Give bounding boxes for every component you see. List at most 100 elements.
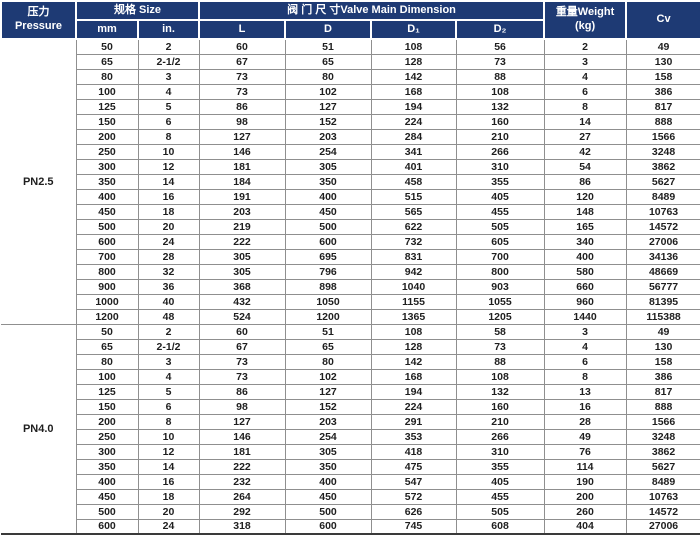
cell-Cv: 817	[626, 99, 700, 115]
cell-D: 203	[285, 129, 372, 145]
cell-D1: 565	[371, 204, 457, 220]
cell-D: 796	[285, 264, 372, 280]
table-row: 100 4 73 102 168 108 6 386	[1, 84, 700, 100]
cell-L: 184	[199, 174, 286, 190]
table-row: 500 20 292 500 626 505 260 14572	[1, 504, 700, 520]
cell-D1: 1040	[371, 279, 457, 295]
cell-L: 73	[199, 69, 286, 85]
cell-D2: 455	[456, 204, 545, 220]
cell-D2: 88	[456, 69, 545, 85]
cell-in: 4	[138, 369, 200, 385]
cell-L: 203	[199, 204, 286, 220]
cell-D: 600	[285, 234, 372, 250]
cell-mm: 500	[76, 504, 139, 520]
cell-D: 127	[285, 384, 372, 400]
cell-L: 222	[199, 234, 286, 250]
cell-in: 10	[138, 429, 200, 445]
cell-L: 86	[199, 99, 286, 115]
table-row: 600 24 222 600 732 605 340 27006	[1, 234, 700, 250]
cell-weight_kg: 1440	[544, 309, 627, 325]
cell-D1: 291	[371, 414, 457, 430]
cell-weight_kg: 3	[544, 54, 627, 70]
cell-weight_kg: 86	[544, 174, 627, 190]
cell-D1: 475	[371, 459, 457, 475]
cell-Cv: 386	[626, 369, 700, 385]
table-row: 300 12 181 305 418 310 76 3862	[1, 444, 700, 460]
cell-D: 400	[285, 474, 372, 490]
cell-Cv: 8489	[626, 189, 700, 205]
cell-D1: 168	[371, 369, 457, 385]
cell-Cv: 5627	[626, 174, 700, 190]
cell-in: 6	[138, 114, 200, 130]
cell-weight_kg: 13	[544, 384, 627, 400]
table-row: 350 14 184 350 458 355 86 5627	[1, 174, 700, 190]
header-col-D1: D₁	[370, 19, 458, 40]
cell-weight_kg: 28	[544, 414, 627, 430]
cell-D1: 547	[371, 474, 457, 490]
cell-mm: 150	[76, 399, 139, 415]
cell-L: 73	[199, 84, 286, 100]
cell-Cv: 817	[626, 384, 700, 400]
header-dimension-group: 阀 门 尺 寸Valve Main Dimension	[198, 0, 546, 21]
cell-L: 73	[199, 369, 286, 385]
cell-D2: 505	[456, 504, 545, 520]
cell-in: 40	[138, 294, 200, 310]
cell-L: 181	[199, 444, 286, 460]
cell-in: 24	[138, 519, 200, 534]
cell-D1: 168	[371, 84, 457, 100]
cell-D1: 458	[371, 174, 457, 190]
cell-weight_kg: 148	[544, 204, 627, 220]
cell-mm: 65	[76, 54, 139, 70]
table-row: 450 18 203 450 565 455 148 10763	[1, 204, 700, 220]
cell-D1: 622	[371, 219, 457, 235]
cell-D1: 108	[371, 39, 457, 55]
cell-in: 28	[138, 249, 200, 265]
cell-in: 8	[138, 414, 200, 430]
cell-in: 4	[138, 84, 200, 100]
header-pressure-zh: 压力	[27, 6, 50, 19]
cell-Cv: 56777	[626, 279, 700, 295]
cell-in: 10	[138, 144, 200, 160]
cell-mm: 100	[76, 84, 139, 100]
table-row: 400 16 232 400 547 405 190 8489	[1, 474, 700, 490]
cell-D: 305	[285, 444, 372, 460]
cell-Cv: 14572	[626, 504, 700, 520]
cell-weight_kg: 6	[544, 84, 627, 100]
cell-mm: 900	[76, 279, 139, 295]
cell-D1: 284	[371, 129, 457, 145]
cell-Cv: 48669	[626, 264, 700, 280]
cell-in: 16	[138, 189, 200, 205]
cell-D: 695	[285, 249, 372, 265]
cell-Cv: 49	[626, 324, 700, 340]
cell-D2: 355	[456, 459, 545, 475]
cell-in: 18	[138, 204, 200, 220]
cell-D1: 224	[371, 114, 457, 130]
cell-D: 65	[285, 54, 372, 70]
cell-D1: 515	[371, 189, 457, 205]
cell-weight_kg: 190	[544, 474, 627, 490]
cell-weight_kg: 16	[544, 399, 627, 415]
cell-D: 51	[285, 39, 372, 55]
cell-in: 32	[138, 264, 200, 280]
cell-weight_kg: 4	[544, 339, 627, 355]
cell-mm: 800	[76, 264, 139, 280]
cell-L: 292	[199, 504, 286, 520]
cell-D2: 210	[456, 414, 545, 430]
cell-D1: 194	[371, 384, 457, 400]
cell-D1: 142	[371, 69, 457, 85]
header-col-L: L	[198, 19, 287, 40]
cell-weight_kg: 42	[544, 144, 627, 160]
cell-D: 500	[285, 504, 372, 520]
cell-D1: 626	[371, 504, 457, 520]
cell-weight_kg: 8	[544, 99, 627, 115]
cell-Cv: 10763	[626, 489, 700, 505]
cell-D: 400	[285, 189, 372, 205]
cell-D2: 455	[456, 489, 545, 505]
cell-D: 152	[285, 114, 372, 130]
cell-weight_kg: 4	[544, 69, 627, 85]
cell-D: 254	[285, 429, 372, 445]
cell-D: 80	[285, 354, 372, 370]
cell-mm: 350	[76, 174, 139, 190]
cell-in: 12	[138, 159, 200, 175]
table-row: 80 3 73 80 142 88 4 158	[1, 69, 700, 85]
